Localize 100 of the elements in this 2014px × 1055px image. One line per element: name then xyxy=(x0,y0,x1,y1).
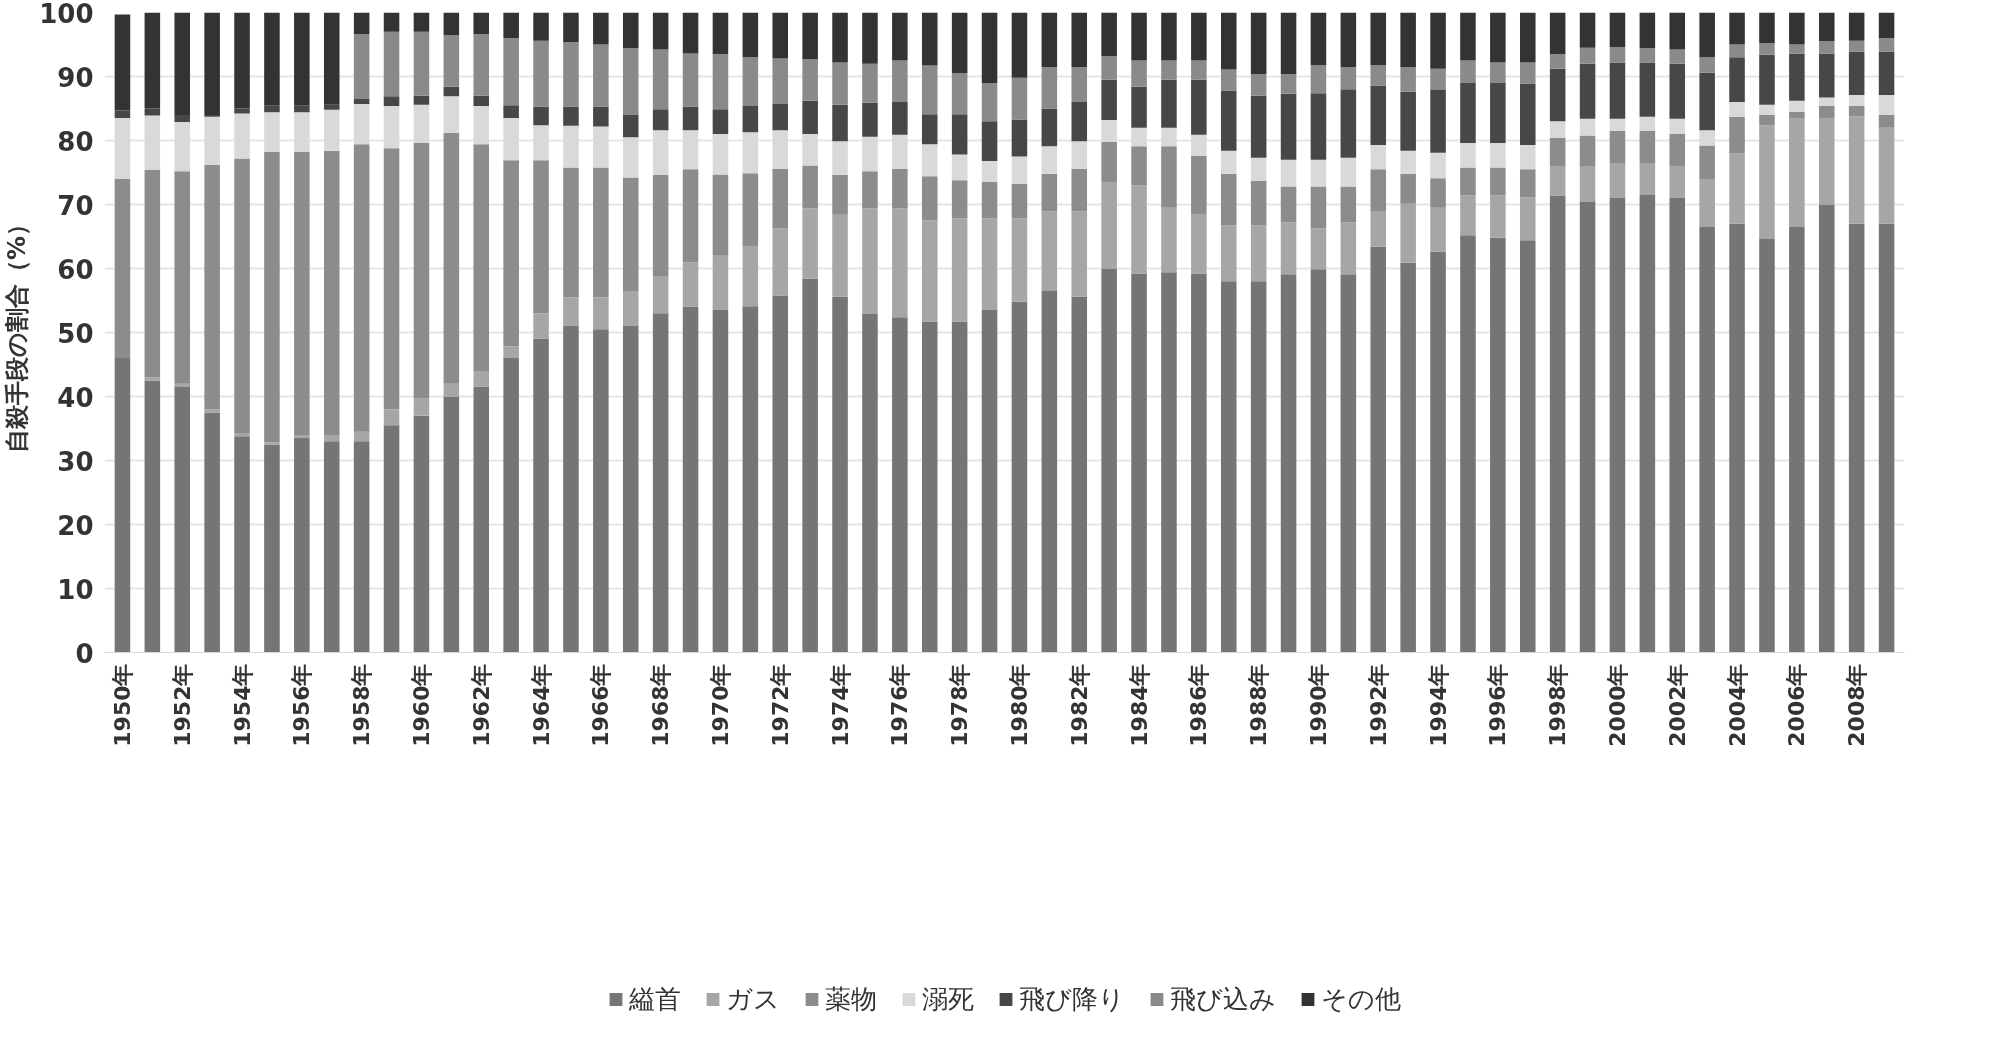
bar xyxy=(772,295,789,653)
bar xyxy=(1669,118,1686,135)
bar xyxy=(323,12,340,105)
bar xyxy=(204,412,220,653)
bar xyxy=(1549,68,1566,122)
bar xyxy=(473,95,490,106)
bar xyxy=(264,12,280,106)
x-tick-label: 1960年 xyxy=(408,663,434,747)
bar xyxy=(1280,73,1297,94)
bar xyxy=(174,171,191,384)
bar xyxy=(323,434,340,442)
x-tick-label: 1964年 xyxy=(528,663,554,747)
bar xyxy=(264,444,280,653)
bar xyxy=(413,143,430,399)
bar xyxy=(682,53,699,107)
bar xyxy=(921,114,938,145)
bar xyxy=(1430,152,1446,179)
bar xyxy=(234,432,250,437)
bar xyxy=(1759,43,1775,55)
bar xyxy=(1460,167,1476,196)
bar xyxy=(1759,54,1775,105)
bar xyxy=(921,321,938,653)
x-tick-label: 1968年 xyxy=(648,663,674,747)
bar xyxy=(1011,119,1028,157)
bar xyxy=(1729,57,1745,103)
legend-label: 飛び降り xyxy=(1018,982,1125,1016)
bar xyxy=(533,40,549,107)
bar xyxy=(323,441,340,653)
x-tick-label: 1988年 xyxy=(1246,663,1272,747)
bar xyxy=(1878,114,1895,128)
bar xyxy=(443,86,460,97)
bar xyxy=(682,130,699,170)
bar xyxy=(353,431,370,442)
bar xyxy=(981,218,998,311)
bar xyxy=(802,100,818,135)
bar xyxy=(742,173,759,247)
bar xyxy=(1340,186,1357,223)
bar xyxy=(712,54,729,110)
x-tick-label: 1998年 xyxy=(1545,663,1571,747)
bar xyxy=(1729,116,1745,154)
bar xyxy=(682,106,699,131)
y-tick-label: 90 xyxy=(57,62,94,93)
bar xyxy=(832,141,848,176)
x-tick-label: 1978年 xyxy=(947,663,973,747)
bar xyxy=(144,108,161,116)
bar xyxy=(1609,12,1626,48)
bar xyxy=(1430,89,1446,153)
bar xyxy=(1818,118,1835,205)
x-tick-label: 1952年 xyxy=(169,663,195,747)
bar xyxy=(1310,93,1327,160)
bar xyxy=(1789,12,1805,45)
bar xyxy=(1280,93,1297,160)
bar xyxy=(1250,157,1267,181)
bar xyxy=(1490,62,1506,83)
bar xyxy=(1191,155,1207,215)
bar xyxy=(1041,66,1058,109)
bar xyxy=(1340,222,1357,275)
bar xyxy=(114,118,131,179)
bar xyxy=(951,180,968,219)
bar xyxy=(1729,12,1745,45)
bar xyxy=(862,171,878,209)
bar xyxy=(652,130,669,176)
bar xyxy=(802,12,818,60)
bar xyxy=(1400,91,1416,151)
bar xyxy=(1131,146,1147,186)
bar xyxy=(503,38,519,106)
bar xyxy=(1789,44,1805,54)
bar xyxy=(1579,63,1596,119)
y-tick-label: 30 xyxy=(57,446,94,477)
bar xyxy=(682,12,699,54)
x-tick-label: 1962年 xyxy=(468,663,494,747)
bar xyxy=(533,125,549,161)
bar xyxy=(563,12,579,42)
bar xyxy=(832,12,848,63)
x-tick-label: 1950年 xyxy=(109,663,135,747)
bar xyxy=(1669,12,1686,50)
bar xyxy=(114,358,131,653)
bar xyxy=(144,115,161,170)
bar xyxy=(533,338,549,653)
x-tick-label: 2006年 xyxy=(1784,663,1810,747)
bar xyxy=(353,104,370,145)
bar xyxy=(951,114,968,155)
bar xyxy=(1639,116,1656,131)
bar xyxy=(682,262,699,307)
bar xyxy=(1340,89,1357,158)
bar xyxy=(1789,53,1805,101)
x-tick-label: 1980年 xyxy=(1006,663,1032,747)
bar xyxy=(622,48,639,115)
bar xyxy=(1340,157,1357,187)
bar xyxy=(862,208,878,314)
bar xyxy=(1400,66,1416,92)
bar xyxy=(712,109,729,135)
bar xyxy=(622,12,639,49)
bar xyxy=(1071,296,1088,653)
bar xyxy=(1041,173,1058,212)
bar xyxy=(1579,166,1596,202)
bar xyxy=(473,12,490,35)
x-tick-label: 1966年 xyxy=(588,663,614,747)
bar xyxy=(1370,246,1387,653)
bar xyxy=(593,106,609,127)
